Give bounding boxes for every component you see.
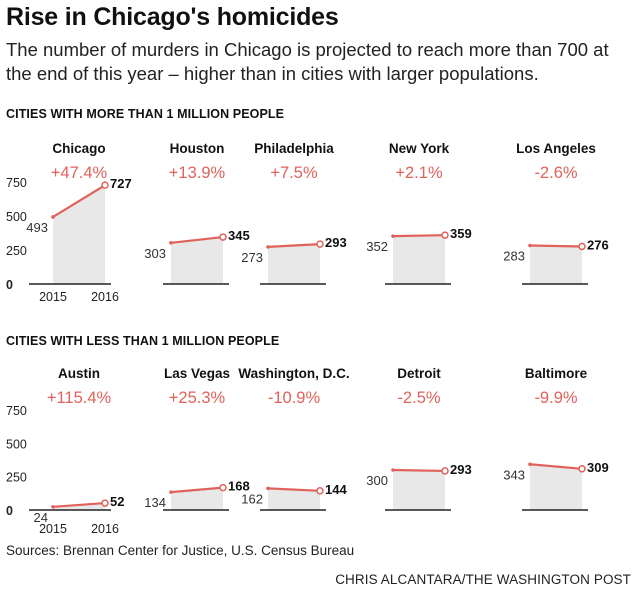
value-label-2016: 144: [325, 482, 347, 497]
point-2016: [441, 231, 449, 239]
city-name: Philadelphia: [254, 141, 334, 156]
y-tick-label: 250: [6, 244, 27, 258]
chart-title: Rise in Chicago's homicides: [6, 3, 339, 31]
y-tick-label: 0: [6, 278, 13, 292]
series-line: [52, 501, 106, 508]
series-line: [529, 244, 583, 248]
area-fill: [393, 235, 445, 284]
point-2016: [316, 240, 324, 248]
value-label-2015: 24: [34, 510, 48, 525]
point-2015: [51, 215, 55, 219]
point-2015: [266, 486, 270, 491]
credit-line: CHRIS ALCANTARA/THE WASHINGTON POST: [335, 572, 631, 587]
value-label-2016: 727: [110, 176, 132, 191]
point-2016: [441, 467, 449, 475]
x-tick-label: 2016: [91, 290, 119, 304]
x-tick-label: 2016: [91, 522, 119, 536]
percent-change: -9.9%: [534, 389, 577, 407]
small-multiples-chart: 0 250 500 750 Chicago +47.4% 493 727 2015 2016 Hou…: [6, 141, 609, 536]
area-fill: [171, 237, 223, 284]
point-2016: [101, 499, 109, 507]
y-tick-label: 500: [6, 210, 27, 224]
value-label-2016: 168: [228, 479, 250, 494]
percent-change: -10.9%: [268, 389, 321, 407]
area-fill: [171, 487, 223, 510]
series-line: [392, 468, 446, 473]
city-name: New York: [389, 141, 450, 156]
value-label-2015: 162: [241, 491, 263, 506]
value-label-2016: 52: [110, 494, 124, 509]
point-2016: [219, 233, 227, 241]
value-label-2016: 293: [450, 462, 472, 477]
y-tick-label: 750: [6, 404, 27, 418]
percent-change: +115.4%: [47, 389, 112, 407]
y-tick-label: 250: [6, 471, 27, 485]
point-2016: [578, 242, 586, 251]
y-tick-label: 500: [6, 437, 27, 451]
value-label-2015: 134: [144, 495, 166, 510]
y-tick-label: 750: [6, 176, 27, 190]
city-name: Baltimore: [525, 366, 588, 381]
area-fill: [268, 488, 320, 510]
chart-subtitle: The number of murders in Chicago is proj…: [6, 39, 609, 84]
section-label-large-cities: CITIES WITH MORE THAN 1 MILLION PEOPLE: [6, 107, 285, 121]
point-2015: [169, 240, 173, 245]
point-2015: [528, 243, 532, 248]
value-label-2016: 345: [228, 228, 250, 243]
point-2016: [219, 483, 227, 492]
value-label-2015: 300: [366, 473, 388, 488]
series-line: [267, 243, 321, 248]
source-note: Sources: Brennan Center for Justice, U.S…: [6, 543, 355, 558]
percent-change: -2.6%: [534, 164, 577, 182]
value-label-2015: 343: [503, 467, 525, 482]
x-tick-label: 2015: [39, 522, 67, 536]
series-line: [170, 235, 224, 244]
point-2015: [391, 234, 395, 238]
point-2016: [101, 181, 109, 189]
value-label-2015: 352: [366, 239, 388, 254]
city-name: Austin: [58, 366, 100, 381]
point-2016: [316, 487, 324, 495]
value-label-2016: 359: [450, 226, 472, 241]
point-2015: [528, 462, 532, 467]
percent-change: +2.1%: [395, 164, 443, 182]
percent-change: +13.9%: [169, 164, 226, 182]
area-fill: [268, 244, 320, 284]
value-label-2016: 309: [587, 460, 609, 475]
point-2016: [578, 465, 586, 473]
section-label-small-cities: CITIES WITH LESS THAN 1 MILLION PEOPLE: [6, 334, 280, 348]
area-fill: [530, 464, 582, 510]
city-name: Las Vegas: [164, 366, 230, 381]
area-fill: [393, 470, 445, 510]
value-label-2015: 493: [26, 220, 48, 235]
series-line: [52, 184, 106, 218]
point-2015: [266, 245, 270, 249]
city-name: Chicago: [52, 141, 105, 156]
point-2015: [391, 468, 395, 472]
value-label-2015: 283: [503, 249, 525, 264]
value-label-2015: 303: [144, 246, 166, 261]
y-tick-label: 0: [6, 504, 13, 518]
value-label-2016: 276: [587, 237, 609, 252]
city-name: Detroit: [397, 366, 441, 381]
percent-change: +25.3%: [169, 389, 226, 407]
city-name: Houston: [170, 141, 225, 156]
city-name: Washington, D.C.: [238, 366, 349, 381]
series-line: [267, 487, 321, 492]
x-tick-label: 2015: [39, 290, 67, 304]
city-name: Los Angeles: [516, 141, 596, 156]
series-line: [529, 463, 583, 470]
value-label-2015: 273: [241, 250, 263, 265]
percent-change: -2.5%: [397, 389, 440, 407]
value-label-2016: 293: [325, 235, 347, 250]
point-2015: [51, 505, 55, 509]
point-2015: [169, 490, 173, 494]
series-line: [392, 234, 446, 238]
area-fill: [530, 245, 582, 284]
percent-change: +47.4%: [51, 164, 108, 182]
percent-change: +7.5%: [270, 164, 318, 182]
series-line: [170, 486, 224, 494]
